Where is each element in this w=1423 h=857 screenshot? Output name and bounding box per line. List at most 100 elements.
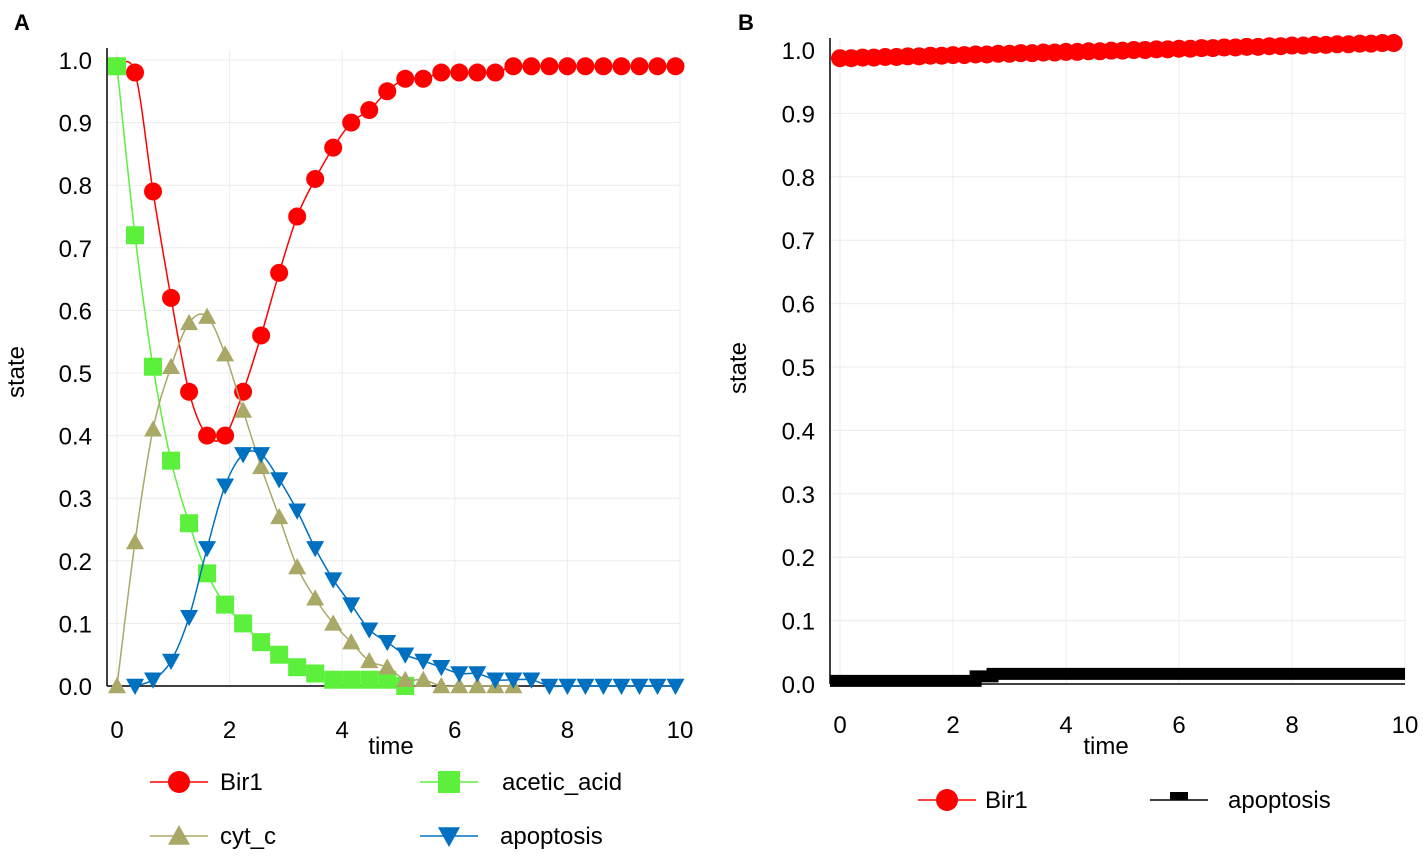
data-point (126, 63, 145, 82)
y-tick-label: 0.6 (782, 292, 815, 319)
series-Bir1 (831, 34, 1403, 68)
data-point (198, 307, 217, 324)
legend-label: acetic_acid (502, 769, 622, 796)
data-point (432, 660, 451, 677)
series-apoptosis (830, 667, 1405, 687)
y-tick-label: 0.9 (782, 101, 815, 128)
panel-a-axes (106, 48, 680, 687)
data-point (216, 345, 235, 362)
data-point (378, 82, 397, 101)
data-point (648, 57, 667, 76)
data-point (612, 678, 631, 695)
series-acetic-acid (108, 57, 415, 695)
x-tick-label: 2 (223, 717, 236, 744)
data-point (306, 589, 325, 606)
data-point (468, 677, 487, 694)
data-point (198, 426, 217, 445)
legend-item-apoptosis: apoptosis (420, 823, 603, 850)
data-point (270, 263, 289, 282)
data-point (486, 672, 505, 689)
legend-item-apoptosis: apoptosis (1150, 787, 1331, 814)
data-point (288, 558, 307, 575)
panel-a-y-axis-title: state (3, 346, 30, 398)
series-line (116, 66, 406, 687)
y-tick-label: 0.3 (782, 482, 815, 509)
data-point (144, 672, 163, 689)
data-point (234, 447, 253, 464)
legend-item-acetic-acid: acetic_acid (420, 769, 622, 796)
data-point (576, 57, 595, 76)
y-tick-label: 0.5 (782, 355, 815, 382)
data-point (306, 541, 325, 558)
panel-b-series (830, 34, 1405, 687)
data-point (144, 182, 163, 201)
data-point (252, 447, 271, 464)
data-point (414, 69, 433, 88)
data-point (648, 678, 667, 695)
data-point (558, 678, 577, 695)
y-tick-label: 0.2 (782, 545, 815, 572)
y-tick-label: 1.0 (782, 38, 815, 65)
data-point (162, 288, 181, 307)
y-tick-label: 0.7 (59, 236, 92, 263)
data-point (540, 57, 559, 76)
data-point (180, 382, 199, 401)
x-tick-label: 10 (1392, 712, 1419, 739)
legend-label: cyt_c (220, 823, 276, 850)
x-tick-label: 10 (667, 717, 694, 744)
y-tick-label: 0.0 (782, 672, 815, 699)
data-point (306, 664, 325, 683)
x-tick-label: 4 (336, 717, 349, 744)
series-apoptosis (126, 447, 685, 695)
legend-label: apoptosis (500, 823, 603, 850)
data-point (216, 595, 235, 614)
data-point (270, 507, 289, 525)
y-tick-label: 0.8 (782, 165, 815, 192)
legend-marker (936, 789, 958, 811)
data-point (594, 57, 613, 76)
data-point (378, 670, 397, 689)
legend-item-Bir1: Bir1 (150, 769, 263, 796)
data-point (126, 678, 145, 695)
data-point (360, 651, 379, 669)
legend-label: apoptosis (1228, 787, 1331, 814)
data-point (144, 420, 163, 437)
data-point (414, 653, 433, 670)
panel-b-y-axis-title: state (725, 342, 752, 394)
y-tick-label: 0.1 (59, 611, 92, 638)
data-point (108, 677, 126, 694)
data-point (360, 670, 379, 689)
data-point (252, 633, 271, 652)
data-point (180, 313, 199, 331)
data-point (324, 572, 343, 589)
legend-swatch (1170, 792, 1188, 800)
data-point (666, 678, 685, 695)
data-point (558, 57, 577, 76)
data-point (342, 670, 361, 689)
data-point (252, 457, 271, 475)
data-point (522, 672, 541, 689)
data-point (270, 645, 289, 664)
data-point (378, 658, 397, 675)
data-point (180, 514, 199, 533)
data-point (288, 503, 307, 520)
data-point (504, 57, 523, 76)
data-point (594, 678, 613, 695)
panel-b: B 0.0 0.1 0.2 0.3 0.4 0.5 0.6 0.7 0.8 0.9 1.0 0 2 4 6 8… (725, 10, 1418, 814)
x-tick-label: 8 (561, 717, 574, 744)
data-point (612, 57, 631, 76)
legend-marker (438, 771, 460, 793)
data-point (198, 564, 217, 583)
data-point (252, 326, 271, 345)
panel-b-label: B (738, 10, 754, 35)
data-point (180, 609, 199, 627)
data-point (396, 647, 415, 664)
panel-a-x-axis-title: time (368, 733, 413, 760)
data-point (666, 57, 685, 76)
x-tick-label: 0 (833, 712, 846, 739)
panel-a-label: A (14, 10, 30, 35)
data-point (396, 670, 415, 687)
data-point (432, 63, 451, 82)
panel-a-legend: Bir1 acetic_acid cyt_c apoptosis (150, 769, 622, 850)
